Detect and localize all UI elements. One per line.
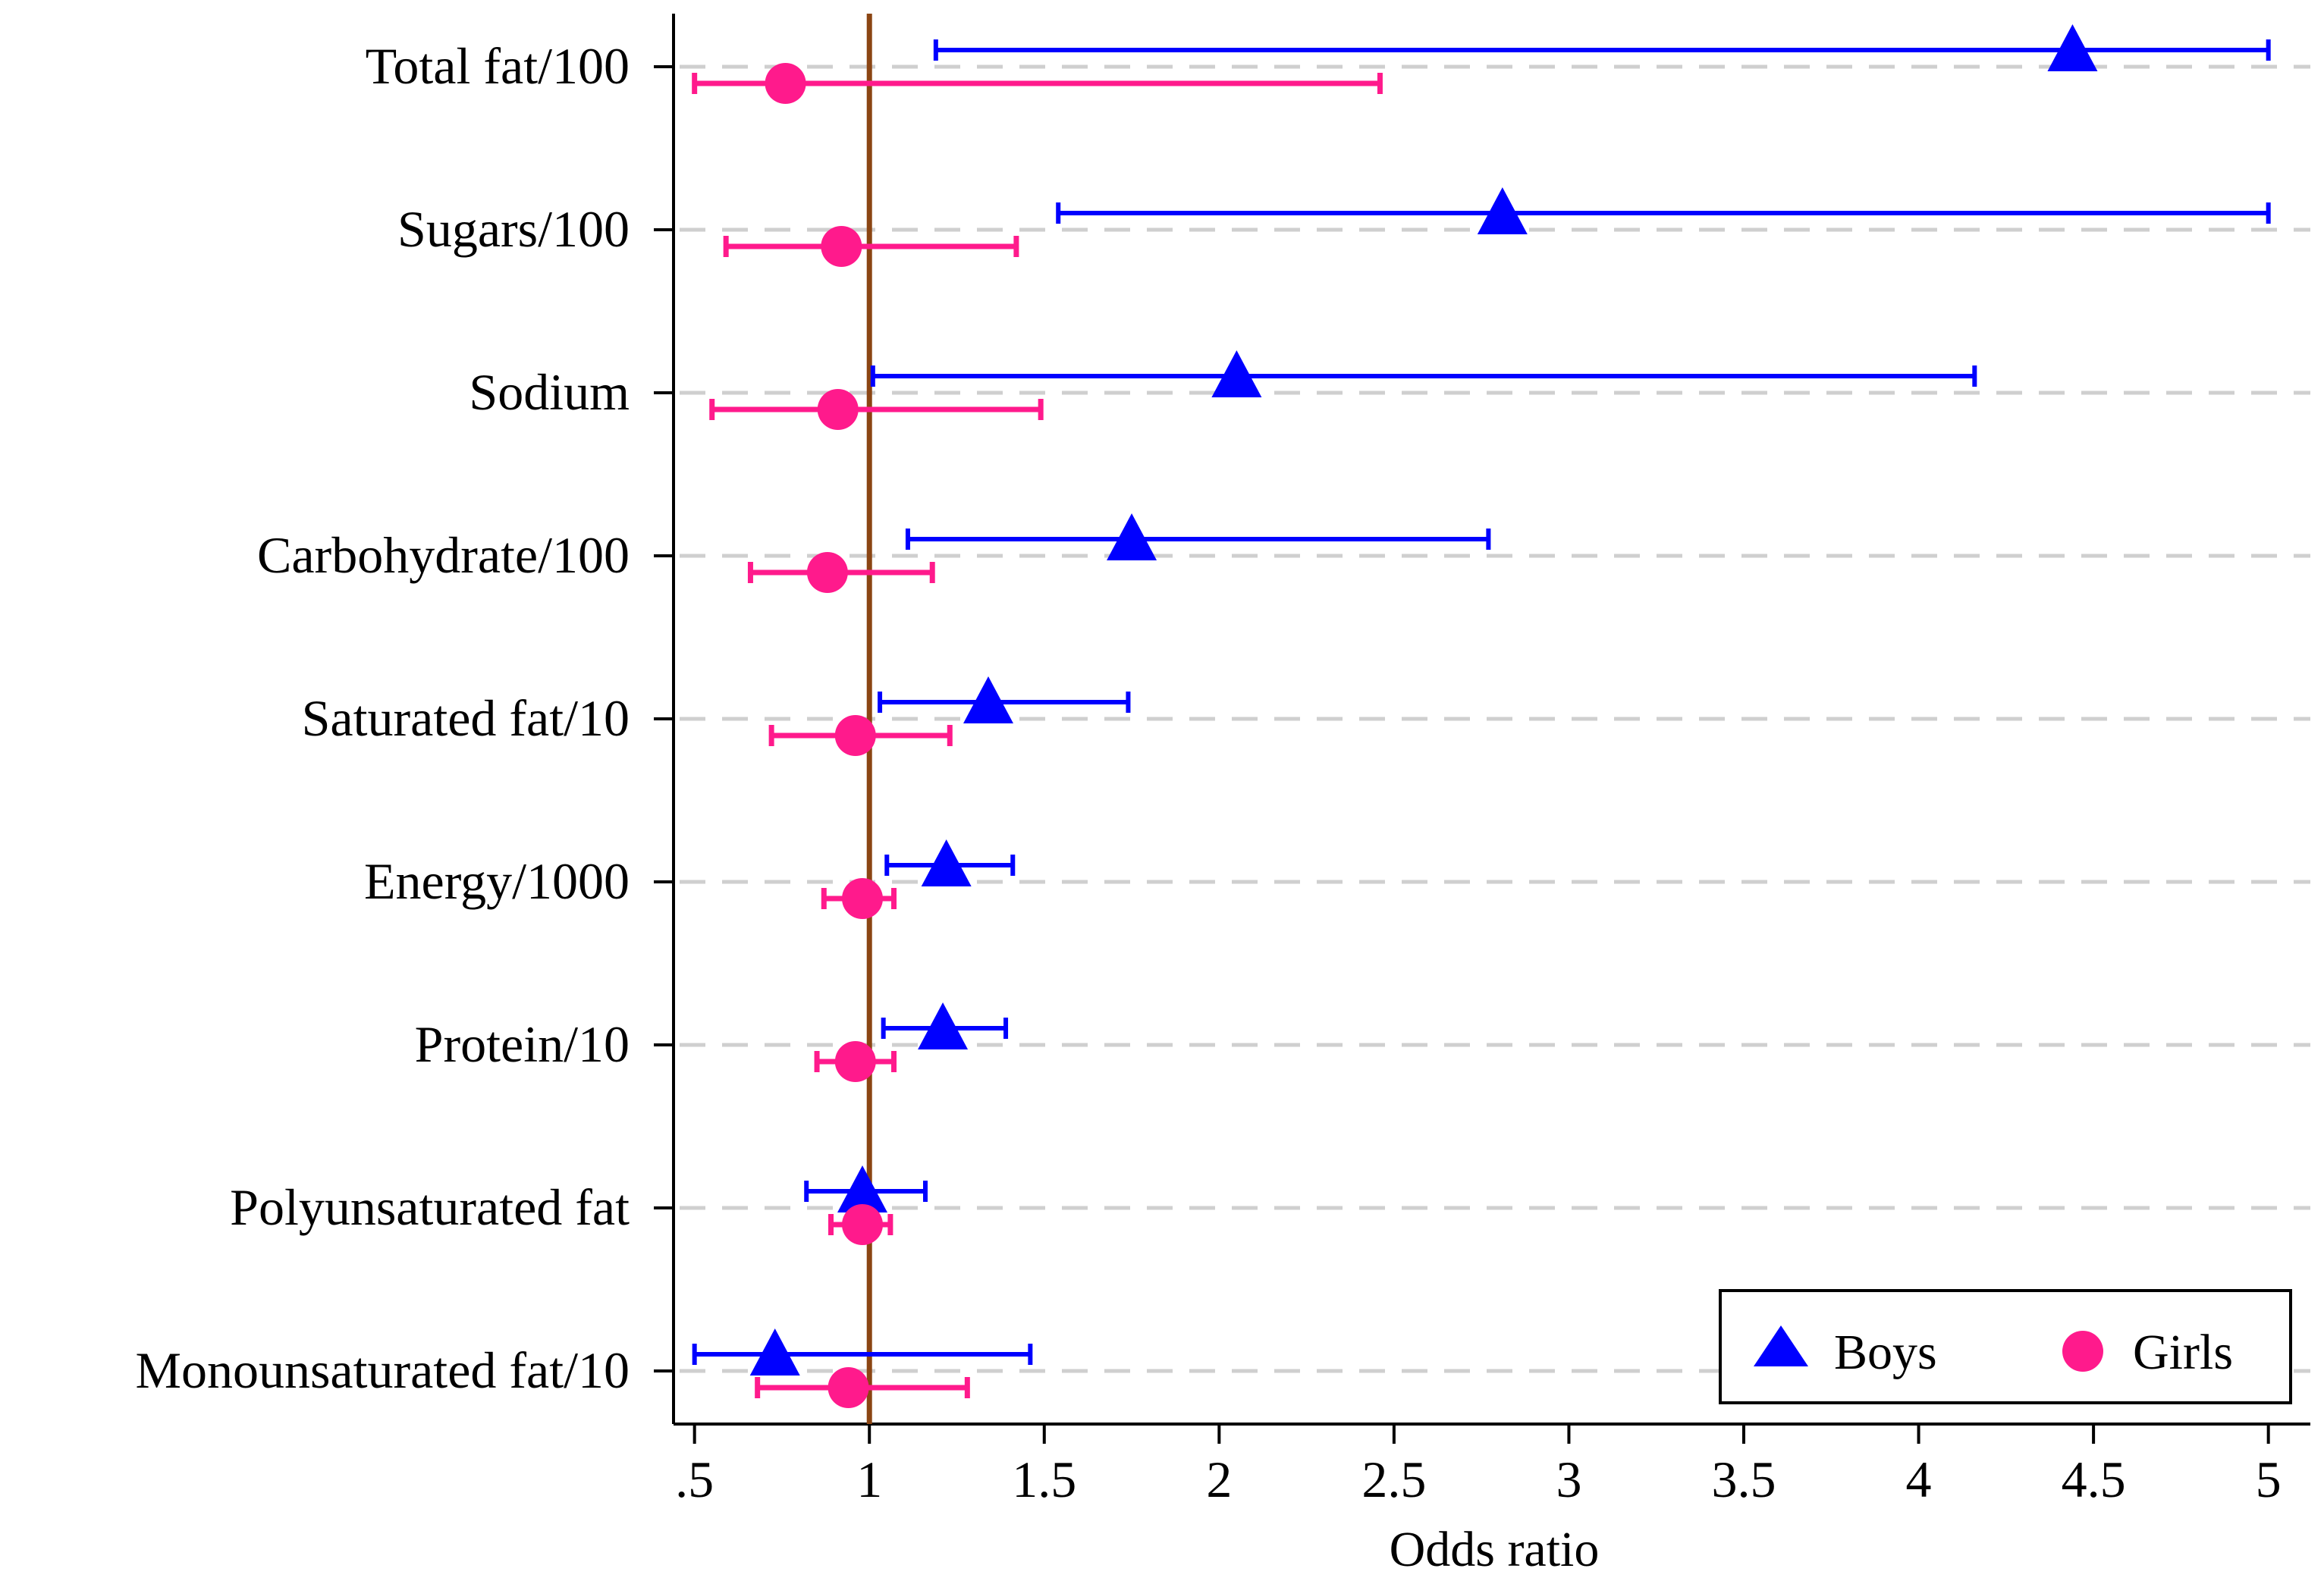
legend: Boys Girls	[1719, 1289, 2292, 1404]
category-label: Sodium	[469, 363, 630, 421]
gridlines	[680, 64, 2310, 1373]
x-ticks: .5 1 1.5 2 2.5 3 3.5 4 4.5 5	[675, 1424, 2282, 1508]
point-triangle	[2047, 24, 2098, 71]
x-tick-label: 4	[1906, 1451, 1932, 1508]
x-tick-label: 3	[1556, 1451, 1581, 1508]
x-tick-label: 2	[1206, 1451, 1232, 1508]
point-circle	[834, 1041, 876, 1082]
category-label: Monounsaturated fat/10	[135, 1341, 630, 1399]
category-labels: Total fat/100 Sugars/100 Sodium Carbohydrat…	[135, 37, 630, 1399]
x-tick-label: 1.5	[1012, 1451, 1076, 1508]
x-tick-label: .5	[675, 1451, 714, 1508]
point-triangle	[1211, 350, 1262, 397]
point-triangle	[921, 839, 972, 886]
point-circle	[828, 1367, 869, 1408]
point-circle	[842, 878, 883, 919]
point-triangle	[1477, 187, 1528, 234]
point-triangle	[918, 1002, 969, 1049]
point-triangle	[837, 1165, 887, 1212]
legend-box	[1719, 1289, 2292, 1404]
x-tick-label: 3.5	[1712, 1451, 1776, 1508]
point-triangle	[963, 676, 1013, 723]
axes	[654, 14, 2310, 1426]
category-label: Sugars/100	[397, 200, 630, 258]
x-tick-label: 2.5	[1361, 1451, 1426, 1508]
legend-triangle-icon	[1754, 1325, 1808, 1366]
point-circle	[817, 389, 859, 430]
point-circle	[765, 63, 806, 104]
point-circle	[806, 552, 848, 593]
legend-label-girls: Girls	[2133, 1325, 2233, 1380]
category-label: Protein/10	[415, 1015, 630, 1073]
x-axis-label: Odds ratio	[1390, 1522, 1600, 1577]
x-tick-label: 4.5	[2062, 1451, 2126, 1508]
legend-label-boys: Boys	[1834, 1325, 1937, 1380]
category-label: Polyunsaturated fat	[230, 1178, 630, 1236]
legend-circle-icon	[2062, 1331, 2103, 1372]
point-circle	[821, 226, 862, 267]
category-label: Energy/1000	[364, 852, 630, 910]
point-circle	[834, 715, 876, 756]
data-marks	[692, 24, 2271, 1408]
category-label: Carbohydrate/100	[257, 526, 630, 584]
point-circle	[842, 1204, 883, 1245]
point-triangle	[749, 1328, 800, 1376]
x-tick-label: 5	[2256, 1451, 2282, 1508]
x-tick-label: 1	[856, 1451, 882, 1508]
category-label: Saturated fat/10	[302, 689, 630, 747]
category-label: Total fat/100	[366, 37, 630, 95]
point-triangle	[1107, 513, 1157, 560]
